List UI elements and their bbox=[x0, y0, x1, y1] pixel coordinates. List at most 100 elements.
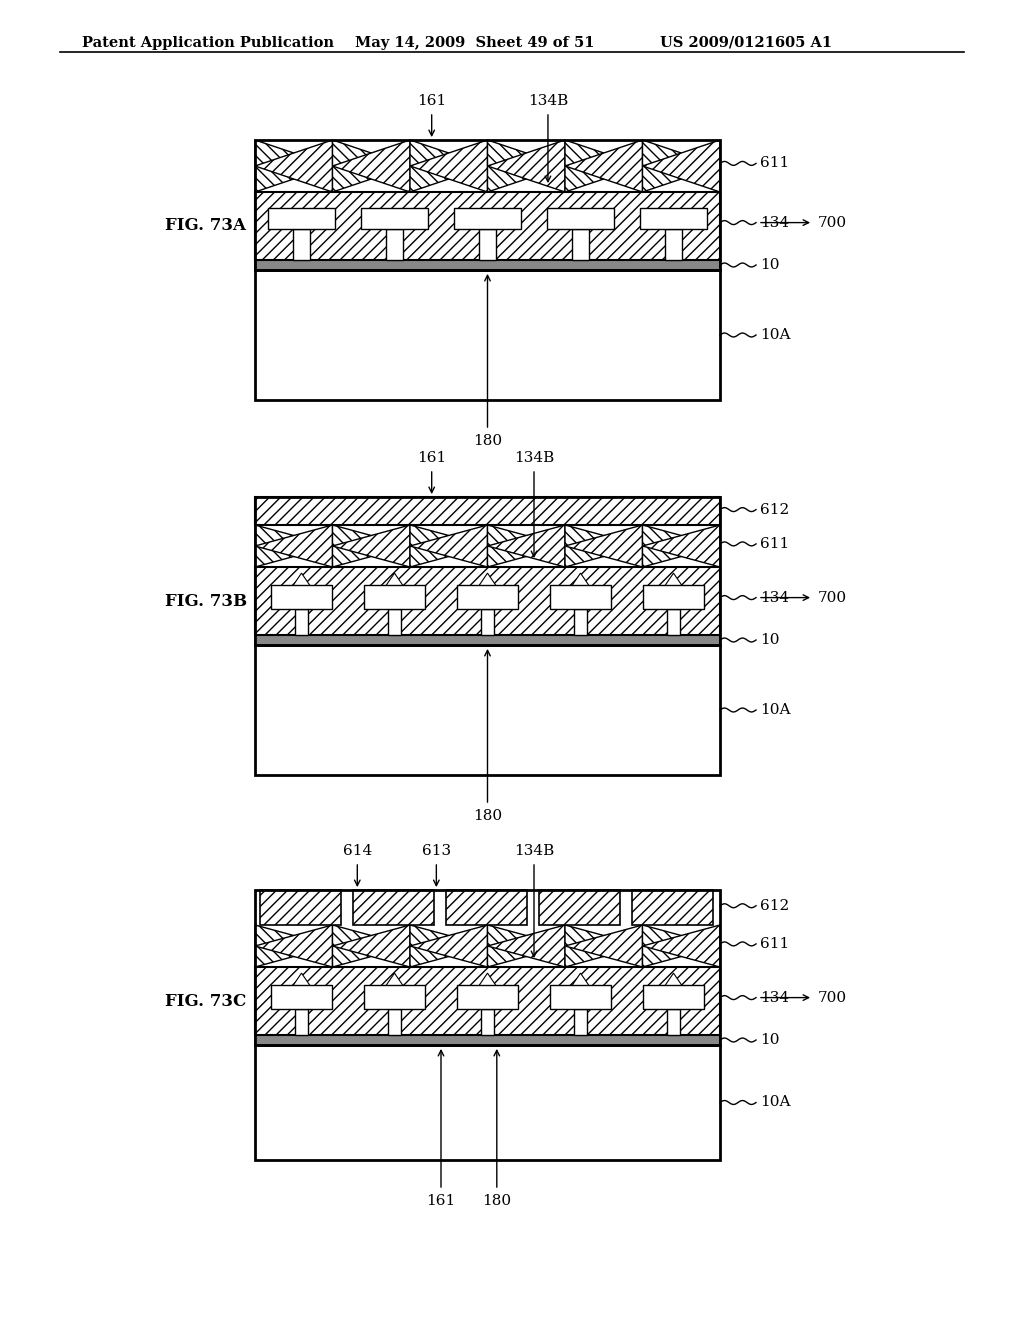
Text: 611: 611 bbox=[760, 937, 790, 950]
Text: 10: 10 bbox=[760, 634, 779, 647]
Bar bbox=[573, 1010, 588, 1035]
Text: 134B: 134B bbox=[514, 451, 554, 465]
Polygon shape bbox=[642, 925, 720, 968]
Polygon shape bbox=[293, 573, 310, 585]
Polygon shape bbox=[255, 925, 333, 968]
Text: 134B: 134B bbox=[514, 843, 554, 858]
Bar bbox=[632, 890, 714, 925]
Bar bbox=[386, 230, 402, 260]
Text: 10: 10 bbox=[760, 1034, 779, 1047]
Bar bbox=[387, 1010, 401, 1035]
Polygon shape bbox=[410, 140, 487, 191]
Polygon shape bbox=[255, 140, 333, 191]
Text: 611: 611 bbox=[760, 537, 790, 550]
Text: 613: 613 bbox=[422, 843, 451, 858]
Bar bbox=[643, 985, 703, 1010]
Polygon shape bbox=[410, 525, 487, 568]
Text: FIG. 73B: FIG. 73B bbox=[165, 593, 247, 610]
Polygon shape bbox=[479, 573, 496, 585]
Bar bbox=[255, 498, 720, 645]
Text: 134: 134 bbox=[760, 215, 790, 230]
Text: 614: 614 bbox=[343, 843, 372, 858]
Bar bbox=[260, 890, 341, 925]
Bar bbox=[293, 230, 310, 260]
Text: Patent Application Publication: Patent Application Publication bbox=[82, 36, 334, 50]
Polygon shape bbox=[572, 973, 589, 985]
Bar bbox=[480, 1010, 495, 1035]
Text: May 14, 2009  Sheet 49 of 51: May 14, 2009 Sheet 49 of 51 bbox=[355, 36, 595, 50]
Bar bbox=[255, 1035, 720, 1045]
Text: 161: 161 bbox=[426, 1195, 456, 1208]
Bar bbox=[361, 207, 428, 230]
Polygon shape bbox=[333, 525, 410, 568]
Text: 10A: 10A bbox=[760, 704, 791, 717]
Polygon shape bbox=[487, 925, 565, 968]
Polygon shape bbox=[255, 140, 333, 191]
Text: 180: 180 bbox=[482, 1195, 511, 1208]
Polygon shape bbox=[293, 973, 310, 985]
Text: 134: 134 bbox=[760, 990, 790, 1005]
Polygon shape bbox=[333, 140, 410, 191]
Bar bbox=[454, 207, 521, 230]
Polygon shape bbox=[565, 140, 642, 191]
Bar bbox=[572, 230, 589, 260]
Text: 612: 612 bbox=[760, 503, 790, 516]
Polygon shape bbox=[479, 973, 496, 985]
Polygon shape bbox=[487, 140, 565, 191]
Text: 134B: 134B bbox=[527, 94, 568, 108]
Polygon shape bbox=[565, 925, 642, 968]
Bar bbox=[295, 609, 308, 635]
Text: 134: 134 bbox=[760, 590, 790, 605]
Bar bbox=[640, 207, 707, 230]
Bar bbox=[667, 609, 681, 635]
Polygon shape bbox=[642, 525, 720, 568]
Polygon shape bbox=[565, 525, 642, 568]
Bar bbox=[479, 230, 496, 260]
Polygon shape bbox=[410, 140, 487, 191]
Bar bbox=[255, 645, 720, 775]
Bar bbox=[255, 968, 720, 1035]
Text: 10: 10 bbox=[760, 257, 779, 272]
Text: FIG. 73C: FIG. 73C bbox=[165, 993, 246, 1010]
Text: US 2009/0121605 A1: US 2009/0121605 A1 bbox=[660, 36, 833, 50]
Text: 700: 700 bbox=[818, 990, 847, 1005]
Polygon shape bbox=[487, 925, 565, 968]
Bar bbox=[480, 609, 495, 635]
Polygon shape bbox=[487, 140, 565, 191]
Text: FIG. 73A: FIG. 73A bbox=[165, 218, 246, 235]
Bar bbox=[255, 271, 720, 400]
Polygon shape bbox=[642, 140, 720, 191]
Bar bbox=[255, 568, 720, 635]
Polygon shape bbox=[565, 525, 642, 568]
Polygon shape bbox=[572, 573, 589, 585]
Bar bbox=[445, 890, 527, 925]
Text: 611: 611 bbox=[760, 156, 790, 170]
Polygon shape bbox=[386, 573, 402, 585]
Text: 612: 612 bbox=[760, 899, 790, 912]
Bar bbox=[352, 890, 434, 925]
Bar bbox=[365, 585, 425, 609]
Text: 10A: 10A bbox=[760, 1096, 791, 1110]
Polygon shape bbox=[255, 525, 333, 568]
Polygon shape bbox=[333, 525, 410, 568]
Bar bbox=[539, 890, 621, 925]
Polygon shape bbox=[410, 925, 487, 968]
Text: 700: 700 bbox=[818, 590, 847, 605]
Bar bbox=[255, 260, 720, 271]
Bar bbox=[643, 585, 703, 609]
Bar bbox=[667, 1010, 681, 1035]
Polygon shape bbox=[386, 973, 402, 985]
Polygon shape bbox=[410, 525, 487, 568]
Polygon shape bbox=[333, 140, 410, 191]
Polygon shape bbox=[642, 925, 720, 968]
Polygon shape bbox=[333, 925, 410, 968]
Bar bbox=[255, 1045, 720, 1160]
Polygon shape bbox=[487, 525, 565, 568]
Bar bbox=[271, 585, 332, 609]
Bar bbox=[255, 140, 720, 271]
Bar bbox=[365, 985, 425, 1010]
Bar bbox=[550, 985, 610, 1010]
Text: 700: 700 bbox=[818, 215, 847, 230]
Polygon shape bbox=[487, 525, 565, 568]
Polygon shape bbox=[333, 925, 410, 968]
